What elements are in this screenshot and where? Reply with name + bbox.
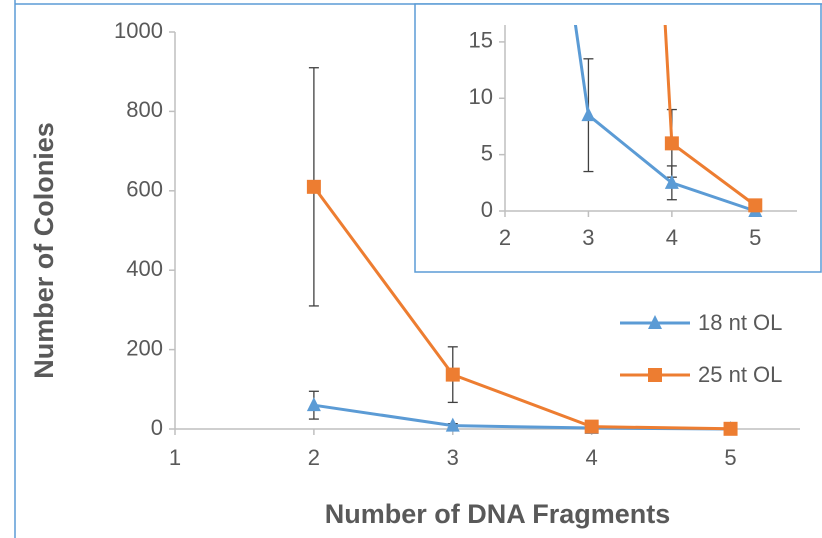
y-axis-title: Number of Colonies	[29, 122, 59, 379]
y-tick-label: 5	[481, 140, 493, 165]
x-axis-title: Number of DNA Fragments	[325, 499, 671, 529]
marker	[306, 397, 321, 412]
marker	[445, 367, 460, 382]
x-tick-label: 2	[499, 225, 511, 250]
marker	[664, 136, 679, 151]
y-tick-label: 1000	[114, 18, 163, 43]
x-tick-label: 4	[666, 225, 678, 250]
marker	[445, 417, 460, 432]
x-tick-label: 3	[447, 445, 459, 470]
x-tick-label: 2	[308, 445, 320, 470]
main-chart: 0 200 400 600 800 1000 1 2 3 4 5 Number of DNA Frag…	[29, 18, 800, 529]
legend-label: 25 nt OL	[698, 362, 782, 387]
series-line	[663, 25, 757, 207]
y-tick-label: 0	[151, 415, 163, 440]
marker	[748, 198, 763, 213]
y-tick-label: 800	[126, 97, 163, 122]
x-tick-label: 3	[582, 225, 594, 250]
y-tick-label: 400	[126, 256, 163, 281]
legend-marker	[648, 315, 662, 329]
x-tick-label: 4	[586, 445, 598, 470]
marker	[723, 421, 738, 436]
legend-marker	[648, 368, 662, 382]
y-tick-label: 10	[469, 84, 493, 109]
x-tick-label: 5	[724, 445, 736, 470]
marker	[581, 107, 596, 122]
y-tick-label: 15	[469, 28, 493, 53]
series-line	[573, 25, 756, 213]
plot-area	[306, 67, 738, 436]
marker	[664, 174, 679, 189]
marker	[584, 419, 599, 434]
y-tick-label: 600	[126, 177, 163, 202]
y-tick-label: 200	[126, 335, 163, 360]
legend-label: 18 nt OL	[698, 310, 782, 335]
y-tick-label: 0	[481, 197, 493, 222]
inset-chart: 0 5 10 15 2 3 4 5	[469, 25, 797, 250]
marker	[306, 179, 321, 194]
x-tick-label: 1	[169, 445, 181, 470]
series-line	[312, 185, 731, 431]
x-tick-label: 5	[749, 225, 761, 250]
plot-area	[573, 25, 763, 217]
